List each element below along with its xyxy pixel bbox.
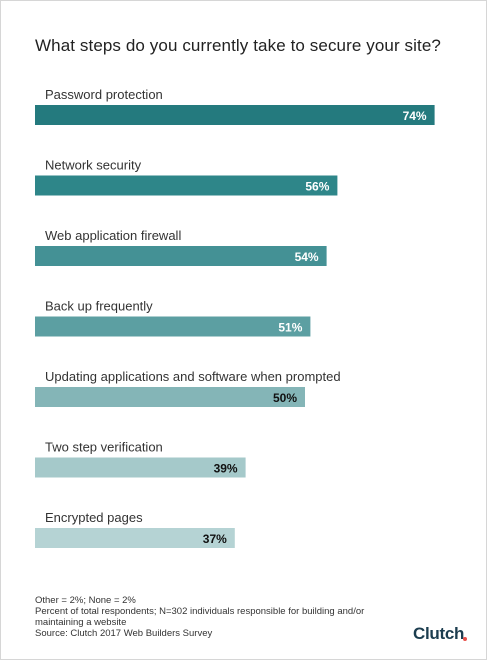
category-label: Web application firewall [45, 228, 181, 243]
clutch-logo: Clutch [413, 624, 467, 644]
value-label: 39% [214, 462, 238, 476]
value-label: 74% [403, 109, 427, 123]
footnote-other: Other = 2%; None = 2% [35, 595, 136, 606]
category-label: Encrypted pages [45, 510, 143, 525]
clutch-logo-text: Clutch [413, 624, 465, 643]
footnote-source: Source: Clutch 2017 Web Builders Survey [35, 628, 213, 639]
footnote-respondents: Percent of total respondents; N=302 indi… [35, 606, 365, 628]
bar [35, 316, 311, 337]
chart-title: What steps do you currently take to secu… [35, 36, 441, 55]
category-label: Password protection [45, 87, 163, 102]
category-label: Back up frequently [45, 299, 153, 314]
value-label: 51% [278, 321, 302, 335]
bar [35, 387, 305, 407]
value-label: 54% [295, 250, 319, 264]
bar [35, 528, 235, 548]
value-label: 56% [305, 180, 329, 194]
bar [35, 105, 435, 125]
value-label: 50% [273, 391, 297, 405]
bar [35, 246, 327, 266]
value-label: 37% [203, 532, 227, 546]
category-label: Updating applications and software when … [45, 369, 341, 384]
bar [35, 175, 338, 196]
category-label: Network security [45, 158, 142, 173]
bar [35, 457, 246, 478]
category-label: Two step verification [45, 440, 163, 455]
clutch-logo-dot [463, 637, 467, 641]
footnotes: Other = 2%; None = 2% Percent of total r… [35, 595, 395, 639]
